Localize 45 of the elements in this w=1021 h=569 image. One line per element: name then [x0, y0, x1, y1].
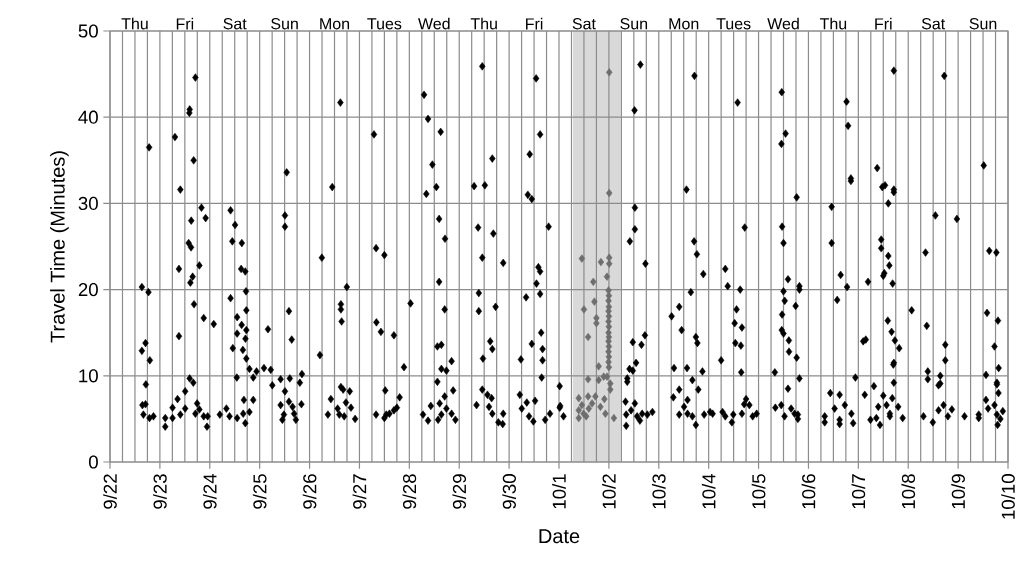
- x-tick-label: 10/5: [751, 474, 766, 509]
- text: Sun: [969, 18, 997, 30]
- x-tick-label: 10/8: [901, 474, 916, 509]
- text: Sun: [271, 18, 298, 30]
- text: Sun: [620, 18, 648, 30]
- y-tick-label: 20: [78, 282, 98, 297]
- text: Mon: [669, 18, 699, 30]
- text: Wed: [767, 17, 799, 30]
- x-tick-label: 10/1: [552, 474, 566, 509]
- text: Tues: [716, 18, 751, 30]
- text: Sat: [223, 18, 247, 30]
- x-tick-label: 9/23: [153, 474, 167, 509]
- x-axis-title: Date: [539, 529, 580, 544]
- x-tick-label: 9/22: [103, 474, 117, 509]
- x-tick-label: 9/24: [202, 473, 217, 509]
- text: Wed: [418, 17, 450, 30]
- x-tick-label: 10/7: [851, 474, 866, 509]
- y-tick-label: 40: [78, 110, 98, 124]
- text: Fri: [526, 17, 543, 30]
- x-tick-label: 9/30: [502, 474, 516, 509]
- y-tick-label: 50: [78, 24, 98, 38]
- text: Sat: [572, 18, 596, 30]
- x-tick-label: 10/9: [951, 474, 965, 509]
- x-tick-label: 9/28: [402, 474, 417, 509]
- x-tick-label: 9/27: [352, 474, 367, 509]
- text: Fri: [176, 17, 194, 30]
- x-tick-label: 10/10: [1001, 474, 1015, 519]
- x-tick-label: 10/3: [651, 474, 666, 509]
- text: Thu: [121, 17, 148, 30]
- text: Thu: [819, 17, 847, 30]
- x-tick-label: 9/26: [302, 474, 317, 509]
- x-tick-label: 10/2: [602, 474, 616, 509]
- text: Tues: [367, 18, 402, 30]
- y-tick-label: 0: [88, 455, 98, 469]
- y-tick-label: 10: [79, 369, 98, 383]
- x-tick-label: 10/6: [801, 474, 816, 509]
- x-tick-label: 9/25: [252, 474, 267, 509]
- y-axis-title: Travel Time (Minutes): [50, 151, 69, 343]
- y-tick-label: 30: [78, 196, 98, 211]
- x-tick-label: 9/29: [452, 474, 467, 509]
- text: Sat: [921, 18, 946, 30]
- x-tick-label: 10/4: [701, 473, 716, 509]
- text: Thu: [470, 17, 497, 30]
- text: Mon: [320, 18, 350, 30]
- text: Fri: [875, 17, 892, 30]
